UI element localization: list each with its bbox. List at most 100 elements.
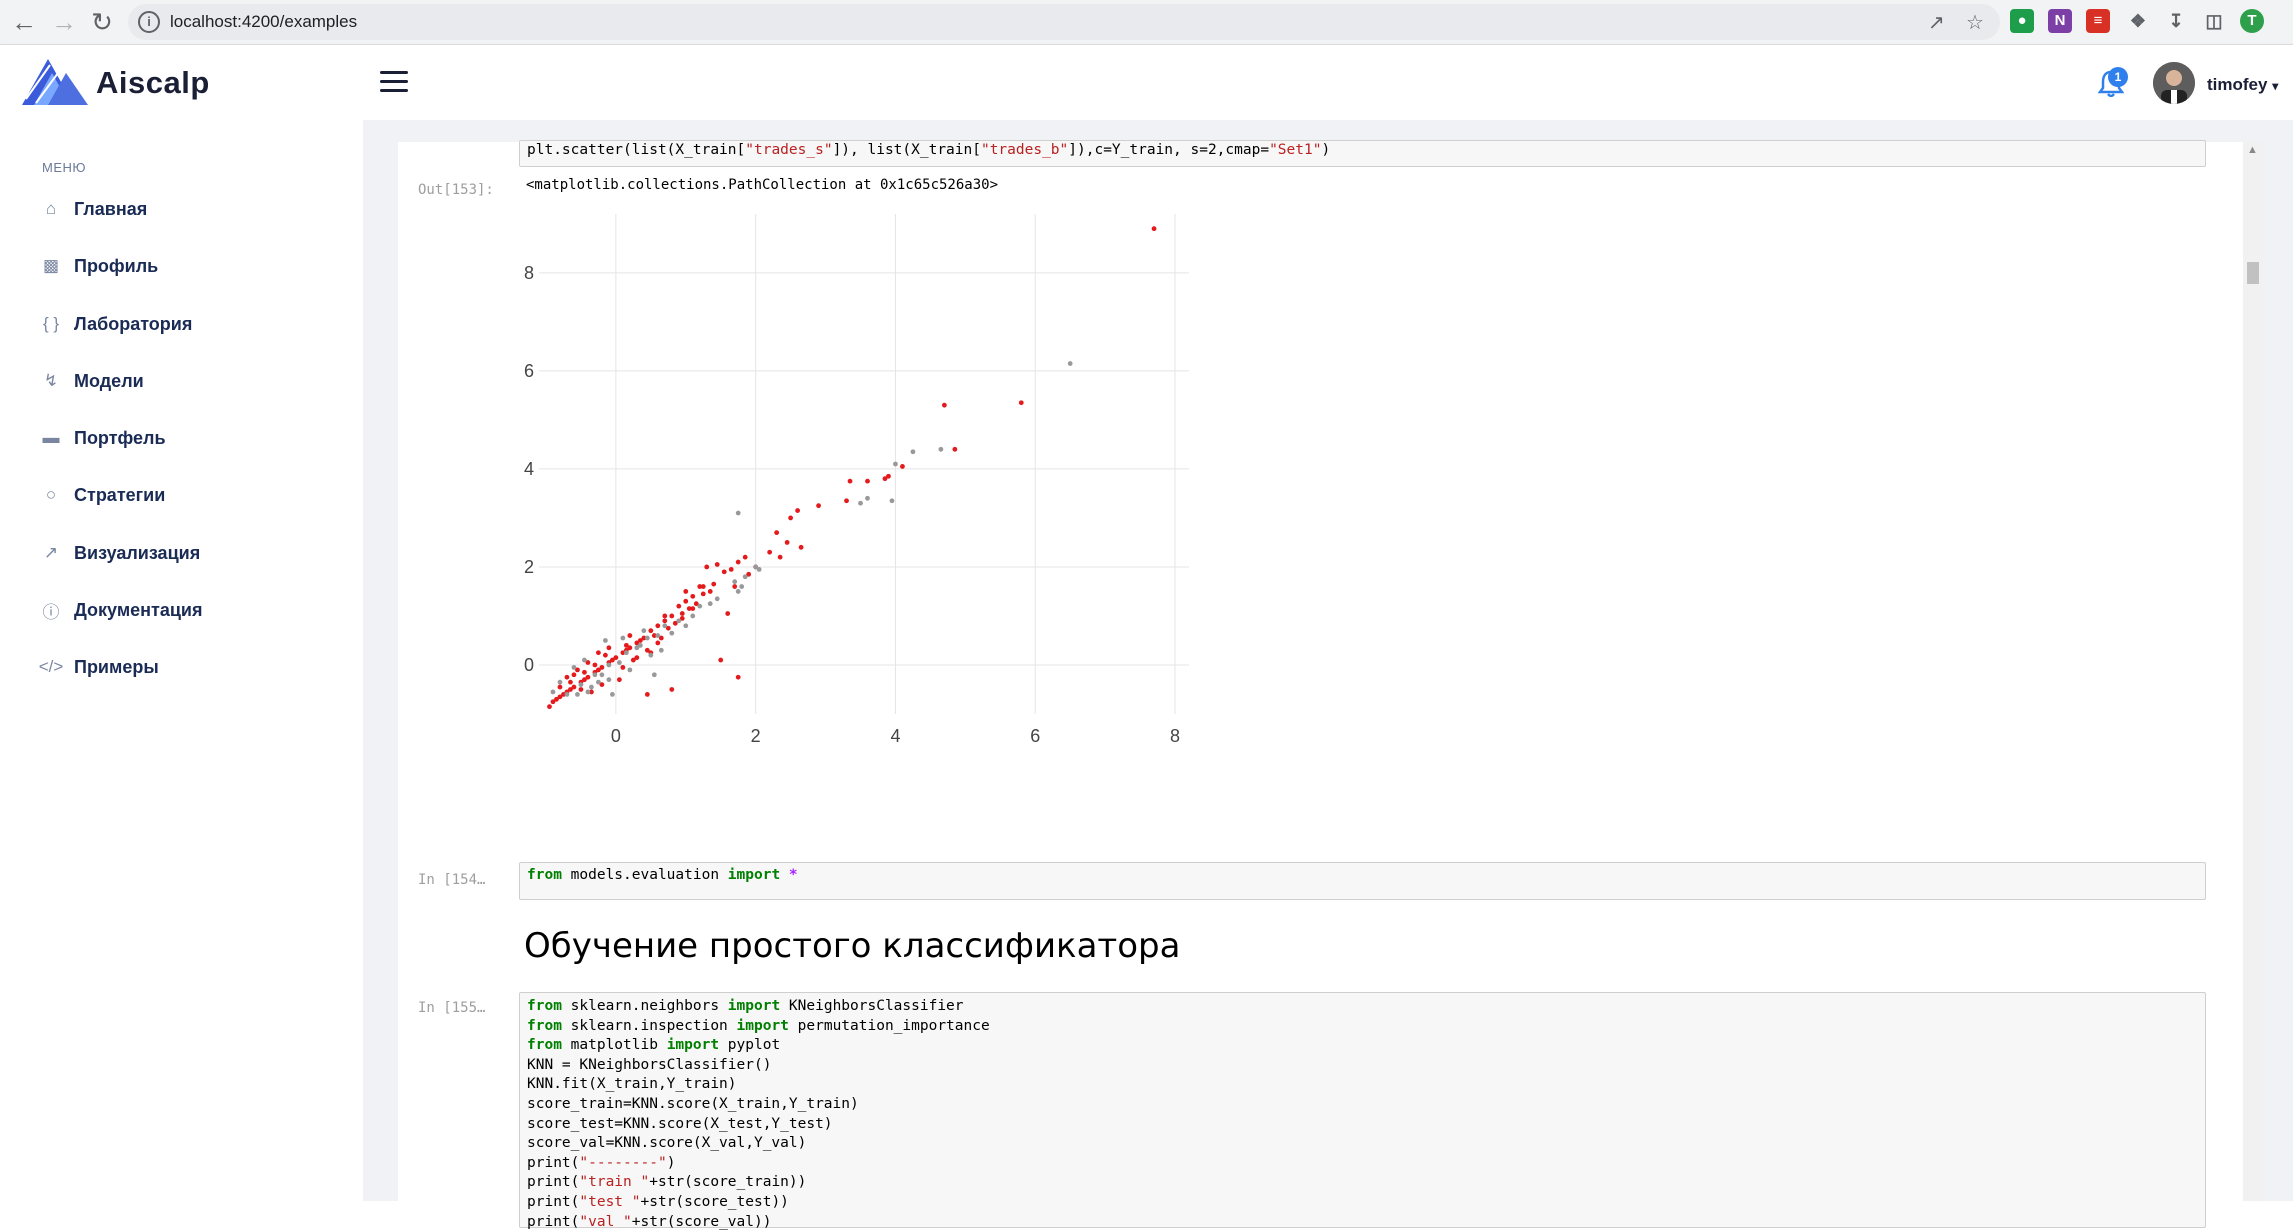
scatter-point-gray [938,446,944,452]
code-cell-knn[interactable]: from sklearn.neighbors import KNeighbors… [519,992,2206,1230]
plot-axes: 0 2 4 6 8 0 2 4 6 8 [524,263,1180,746]
scatter-point-gray [606,662,612,668]
scatter-point-gray [582,657,587,663]
code-line: from sklearn.neighbors import KNeighbors… [527,998,964,1014]
download-icon[interactable]: ↧ [2168,11,2184,31]
scatter-point-gray [690,613,696,619]
home-icon: ⌂ [45,199,57,218]
scatter-point-red [655,623,661,629]
scatter-point-gray [714,596,720,602]
scatter-point-gray [756,566,762,572]
sidebar-item-strategies[interactable]: ○ Стратегии [40,480,165,510]
scatter-point-red [651,633,657,638]
app-name[interactable]: Aiscalp [96,65,210,100]
wallet-icon: ▬ [42,428,60,447]
markdown-heading: Обучение простого классификатора [524,926,1181,966]
sidebar-item-label: Примеры [74,656,159,677]
scatter-point-gray [735,589,741,594]
scatter-point-gray [651,672,657,678]
code-line: from models.evaluation import * [527,867,798,883]
scatter-point-red [575,667,580,673]
scatter-point-red [1018,400,1024,406]
scatter-point-red [941,402,947,408]
aiscalp-logo-icon[interactable] [22,59,92,105]
scroll-up-icon[interactable]: ▲ [2247,144,2258,156]
scatter-point-red [683,589,689,594]
extension-green-icon[interactable]: ● [2010,9,2034,33]
chart-line-icon: ↗ [43,543,59,562]
scatter-point-gray [1067,361,1073,366]
share-icon[interactable]: ↗ [1928,12,1945,34]
scatter-point-gray [557,679,563,685]
scatter-point-gray [564,691,570,697]
scatter-point-red [627,645,633,651]
onenote-extension-icon[interactable]: N [2048,9,2072,33]
address-bar[interactable]: i localhost:4200/examples ↗ ☆ [128,4,2000,40]
scatter-point-gray [893,461,898,467]
sidebar-item-examples[interactable]: </> Примеры [39,652,159,682]
scatter-point-red [571,672,577,678]
back-icon[interactable]: ← [11,7,37,37]
notification-badge: 1 [2108,67,2128,87]
code-cell-scatter[interactable]: plt.scatter(list(X_train["trades_s"]), l… [519,140,2206,167]
scatter-point-gray [910,449,916,455]
user-avatar[interactable] [2153,62,2195,104]
sidebar-item-models[interactable]: ↯ Модели [40,366,144,396]
scatter-point-red [844,498,849,504]
y-tick-label: 0 [524,655,534,675]
plot-grid [539,214,1189,714]
output-text: <matplotlib.collections.PathCollection a… [526,177,999,193]
reload-icon[interactable]: ↻ [91,7,113,37]
sidebar-item-laboratory[interactable]: { } Лаборатория [40,309,192,339]
sidebar-item-label: Профиль [74,255,159,276]
braces-icon: { } [42,314,60,333]
side-panel-icon[interactable]: ◫ [2205,11,2223,31]
scrollbar-thumb[interactable] [2247,262,2259,284]
scatter-point-red [606,645,612,651]
code-line: from sklearn.inspection import permutati… [527,1017,990,1034]
lightning-icon: ↯ [43,371,59,390]
sidebar-item-documentation[interactable]: ⓘ Документация [40,595,203,625]
sidebar-item-home[interactable]: ⌂ Главная [40,194,147,224]
scatter-point-gray [732,579,738,585]
scatter-point-red [582,669,587,675]
hamburger-menu-icon[interactable] [380,71,408,93]
scatter-point-gray [742,574,748,580]
forward-icon[interactable]: → [51,7,77,37]
scatter-point-red [599,665,605,670]
vertical-scrollbar[interactable]: ▲ [2243,142,2263,1201]
x-tick-label: 8 [1170,726,1180,746]
out-prompt: Out[153]: [418,182,494,198]
code-cell-import[interactable]: from models.evaluation import * [519,862,2206,900]
username-dropdown[interactable]: timofey ▾ [2207,75,2278,95]
extensions-puzzle-icon[interactable]: ❖ [2129,11,2147,31]
scatter-point-red [602,652,608,658]
bookmark-star-icon[interactable]: ☆ [1966,12,1984,34]
sidebar-item-visualization[interactable]: ↗ Визуализация [40,538,200,568]
in-prompt: In [155… [418,1000,486,1016]
scatter-point-red [882,476,888,482]
profile-avatar-icon[interactable]: T [2240,9,2264,33]
sidebar-item-portfolio[interactable]: ▬ Портфель [40,423,166,453]
x-tick-label: 2 [751,726,761,746]
notebook-frame[interactable]: plt.scatter(list(X_train["trades_s"]), l… [398,140,2246,1230]
app-header: Aiscalp 1 timofey ▾ [0,45,2293,120]
scatter-point-red [641,635,647,641]
scatter-point-gray [599,672,605,678]
scatter-point-red [700,591,706,597]
scatter-point-red [568,687,573,692]
scatter-point-red [784,540,790,545]
sidebar-item-profile[interactable]: ▩ Профиль [40,251,158,281]
scatter-point-red [788,515,794,521]
scatter-point-red [774,530,780,536]
scatter-point-red [900,464,905,469]
sidebar-menu-title: МЕНЮ [42,160,87,175]
scatter-point-red [596,667,601,673]
extension-red-icon[interactable]: ≡ [2086,9,2110,33]
scatter-point-red [634,655,640,661]
scatter-point-red [679,616,685,621]
lightbulb-icon: ○ [45,485,57,504]
scatter-point-red [644,691,650,697]
scatter-point-gray [592,672,598,678]
site-info-icon[interactable]: i [138,11,160,33]
